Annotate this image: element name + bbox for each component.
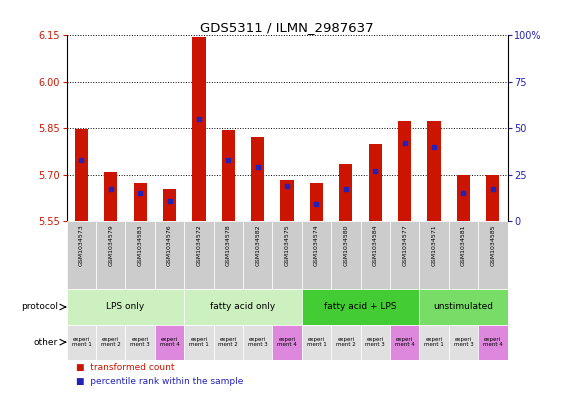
Text: GSM1034575: GSM1034575	[285, 224, 289, 266]
Bar	[213, 221, 243, 289]
Bar	[67, 325, 96, 360]
Text: experi
ment 1: experi ment 1	[71, 337, 91, 347]
Bar	[133, 183, 147, 221]
Bar	[419, 289, 508, 325]
Bar	[310, 183, 323, 221]
Text: GSM1034577: GSM1034577	[402, 224, 407, 266]
Text: experi
ment 1: experi ment 1	[307, 337, 327, 347]
Text: GSM1034574: GSM1034574	[314, 224, 319, 266]
Bar	[486, 175, 499, 221]
Bar	[67, 221, 96, 289]
Text: experi
ment 4: experi ment 4	[395, 337, 415, 347]
Text: GSM1034582: GSM1034582	[255, 224, 260, 266]
Bar	[104, 171, 117, 221]
Text: experi
ment 4: experi ment 4	[160, 337, 179, 347]
Bar	[155, 325, 184, 360]
Bar	[125, 221, 155, 289]
Text: ■  transformed count: ■ transformed count	[75, 363, 174, 372]
Text: other: other	[34, 338, 58, 347]
Bar	[419, 325, 449, 360]
Bar	[478, 325, 508, 360]
Bar	[390, 221, 419, 289]
Text: experi
ment 1: experi ment 1	[424, 337, 444, 347]
Bar	[213, 325, 243, 360]
Bar	[184, 325, 213, 360]
Bar	[302, 325, 331, 360]
Text: experi
ment 1: experi ment 1	[189, 337, 209, 347]
Bar	[184, 221, 213, 289]
Bar	[427, 121, 441, 221]
Text: GSM1034581: GSM1034581	[461, 224, 466, 266]
Bar	[163, 189, 176, 221]
Text: GSM1034571: GSM1034571	[432, 224, 437, 266]
Bar	[361, 221, 390, 289]
Text: experi
ment 3: experi ment 3	[248, 337, 267, 347]
Text: GSM1034572: GSM1034572	[197, 224, 201, 266]
Text: GSM1034585: GSM1034585	[490, 224, 495, 266]
Text: ■  percentile rank within the sample: ■ percentile rank within the sample	[75, 377, 243, 386]
Bar	[281, 180, 293, 221]
Text: protocol: protocol	[21, 303, 58, 312]
Bar	[251, 138, 264, 221]
Text: GSM1034578: GSM1034578	[226, 224, 231, 266]
Bar	[331, 325, 361, 360]
Text: GSM1034576: GSM1034576	[167, 224, 172, 266]
Bar	[331, 221, 361, 289]
Text: experi
ment 4: experi ment 4	[277, 337, 297, 347]
Bar	[155, 221, 184, 289]
Text: unstimulated: unstimulated	[433, 303, 494, 312]
Title: GDS5311 / ILMN_2987637: GDS5311 / ILMN_2987637	[200, 21, 374, 34]
Bar	[361, 325, 390, 360]
Bar	[369, 144, 382, 221]
Text: experi
ment 3: experi ment 3	[130, 337, 150, 347]
Bar	[125, 325, 155, 360]
Text: GSM1034580: GSM1034580	[343, 224, 349, 266]
Bar	[398, 121, 411, 221]
Bar	[478, 221, 508, 289]
Bar	[96, 325, 125, 360]
Text: fatty acid + LPS: fatty acid + LPS	[324, 303, 397, 312]
Text: fatty acid only: fatty acid only	[211, 303, 276, 312]
Bar	[75, 129, 88, 221]
Bar	[273, 221, 302, 289]
Text: GSM1034583: GSM1034583	[137, 224, 143, 266]
Bar	[302, 289, 419, 325]
Text: experi
ment 2: experi ment 2	[101, 337, 121, 347]
Bar	[339, 164, 353, 221]
Text: experi
ment 3: experi ment 3	[454, 337, 473, 347]
Bar	[222, 130, 235, 221]
Bar	[243, 325, 273, 360]
Bar	[457, 175, 470, 221]
Text: LPS only: LPS only	[106, 303, 144, 312]
Bar	[184, 289, 302, 325]
Bar	[449, 221, 478, 289]
Text: GSM1034579: GSM1034579	[108, 224, 113, 266]
Bar	[449, 325, 478, 360]
Text: experi
ment 3: experi ment 3	[365, 337, 385, 347]
Bar	[67, 289, 184, 325]
Text: GSM1034573: GSM1034573	[79, 224, 84, 266]
Text: experi
ment 4: experi ment 4	[483, 337, 503, 347]
Bar	[390, 325, 419, 360]
Text: experi
ment 2: experi ment 2	[336, 337, 356, 347]
Bar	[243, 221, 273, 289]
Bar	[273, 325, 302, 360]
Bar	[96, 221, 125, 289]
Bar	[302, 221, 331, 289]
Text: experi
ment 2: experi ment 2	[219, 337, 238, 347]
Text: GSM1034584: GSM1034584	[373, 224, 378, 266]
Bar	[419, 221, 449, 289]
Bar	[193, 37, 205, 221]
